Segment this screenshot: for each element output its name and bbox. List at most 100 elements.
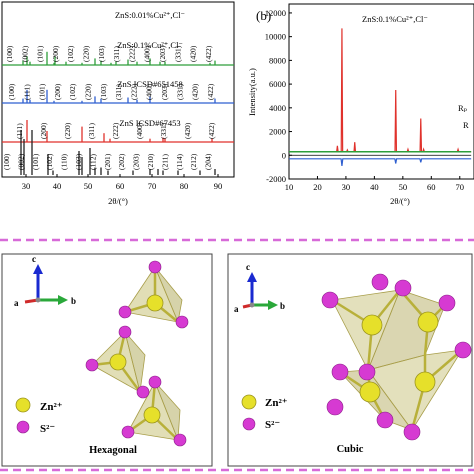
- hkl-label: (220): [84, 83, 93, 100]
- hkl-label: (102): [68, 83, 77, 100]
- legend-zn-swatch: [15, 397, 31, 413]
- s-atom: [403, 423, 421, 441]
- x-tick-label: 50: [84, 181, 93, 191]
- xrd-trace-label: ZnS:0.1%Cu²⁺,Cl⁻: [117, 40, 183, 50]
- hkl-label: (102): [45, 153, 54, 170]
- hkl-label: (201): [103, 153, 112, 170]
- legend-s-swatch: [242, 417, 256, 431]
- hkl-label: (111): [22, 84, 31, 100]
- s-atom: [85, 358, 99, 372]
- b-axis-label: b: [71, 296, 76, 306]
- x-tick-label: 20: [313, 182, 322, 192]
- hkl-label: (100): [5, 45, 14, 62]
- c-axis-label: c: [32, 254, 36, 264]
- x-tick-label: 30: [22, 181, 31, 191]
- s-atom: [136, 385, 150, 399]
- hexagonal-panel: c a b: [1, 253, 213, 467]
- hkl-label: (200): [39, 122, 48, 139]
- xrd-trace-group: ZnS ICSD#651458 (111) (200) (220) (311) (222)…: [2, 79, 234, 143]
- panel-b-x-axis-label: 2θ/(°): [390, 196, 410, 206]
- x-tick-label: 40: [370, 182, 379, 192]
- x-tick-label: 60: [427, 182, 436, 192]
- c-axis-label: c: [246, 262, 250, 272]
- x-tick-label: 10: [285, 182, 294, 192]
- hexagonal-structure: [85, 260, 189, 447]
- x-tick-label: 30: [342, 182, 351, 192]
- panel-b: (b) ZnS:0.1%Cu²⁺,Cl⁻ Rₚ R Intensity(a.u.…: [247, 3, 474, 206]
- xrd-trace-label: ZnS ICSD#67453: [119, 118, 180, 128]
- hkl-label: (211): [160, 154, 169, 170]
- hkl-label: (422): [204, 45, 213, 62]
- hexagonal-caption: Hexagonal: [89, 445, 137, 456]
- s-atom: [118, 325, 132, 339]
- s-atom: [371, 273, 389, 291]
- zn-atom: [417, 311, 439, 333]
- x-tick-label: 50: [399, 182, 408, 192]
- hkl-label: (400): [135, 122, 144, 139]
- y-tick-label: -2000: [266, 174, 286, 184]
- b-axis-arrowhead: [58, 295, 68, 305]
- hkl-label: (114): [175, 154, 184, 170]
- legend-zn-label: Zn²⁺: [40, 401, 63, 413]
- hkl-label: (220): [82, 45, 91, 62]
- s-atom: [376, 411, 394, 429]
- hkl-label: (100): [7, 83, 16, 100]
- legend-zn-label: Zn²⁺: [265, 397, 288, 409]
- xrd-trace-group: ZnS:0.01%Cu²⁺,Cl⁻ (100) (002) (101) (200) (10…: [2, 10, 234, 66]
- b-axis-label: b: [280, 301, 285, 311]
- hexagonal-legend: Zn²⁺ S²⁻: [15, 397, 63, 435]
- hkl-label: (103): [74, 153, 83, 170]
- zn-atom: [414, 371, 436, 393]
- s-atom: [331, 363, 349, 381]
- cubic-panel: c a b: [227, 253, 473, 467]
- hkl-label: (002): [16, 153, 25, 170]
- s-atom: [173, 433, 187, 447]
- hexagonal-axes: c a b: [14, 254, 76, 308]
- y-tick-label: 6000: [269, 79, 286, 89]
- hkl-label: (422): [207, 122, 216, 139]
- panel-b-y-axis-label: Intensity(a.u.): [247, 68, 257, 116]
- hkl-label: (002): [20, 45, 29, 62]
- hkl-label: (203): [132, 153, 141, 170]
- difference-curve: [289, 158, 472, 167]
- tetrahedron-3-face: [154, 381, 181, 441]
- panel-b-side-text-2: R: [463, 120, 469, 130]
- axis-origin: [35, 297, 41, 303]
- panel-a: ZnS:0.01%Cu²⁺,Cl⁻ (100) (002) (101) (200) (10…: [1, 1, 235, 206]
- hkl-label: (102): [66, 45, 75, 62]
- hkl-label: (103): [97, 45, 106, 62]
- hkl-label: (331): [159, 122, 168, 139]
- x-tick-label: 60: [116, 181, 125, 191]
- hkl-label: (203): [158, 45, 167, 62]
- hkl-label: (220): [63, 122, 72, 139]
- zn-atom: [361, 314, 383, 336]
- hkl-label: (311): [112, 46, 121, 62]
- s-atom: [121, 425, 135, 439]
- hkl-label: (111): [15, 123, 24, 139]
- hkl-label: (103): [99, 83, 108, 100]
- hkl-label: (420): [183, 122, 192, 139]
- hkl-label: (331): [175, 83, 184, 100]
- hkl-label: (222): [127, 45, 136, 62]
- a-axis-label: a: [14, 298, 19, 308]
- s-atom: [118, 305, 132, 319]
- s-atom: [326, 398, 344, 416]
- hkl-label: (400): [143, 45, 152, 62]
- hkl-label: (210): [146, 153, 155, 170]
- panel-b-sample-label: ZnS:0.1%Cu²⁺,Cl⁻: [362, 14, 428, 24]
- panel-b-tag: (b): [256, 8, 271, 23]
- axis-origin: [249, 302, 255, 308]
- y-tick-label: 2000: [269, 127, 286, 137]
- hkl-label: (222): [111, 122, 120, 139]
- hkl-label: (101): [36, 45, 45, 62]
- hkl-label: (202): [117, 153, 126, 170]
- hkl-label: (203): [160, 83, 169, 100]
- panel-b-side-text-1: Rₚ: [458, 103, 468, 113]
- a-axis-label: a: [234, 304, 239, 314]
- legend-s-swatch: [16, 420, 30, 434]
- legend-zn-swatch: [241, 394, 257, 410]
- hkl-label: (400): [145, 83, 154, 100]
- hkl-label: (311): [114, 84, 123, 100]
- zn-atom: [109, 353, 127, 371]
